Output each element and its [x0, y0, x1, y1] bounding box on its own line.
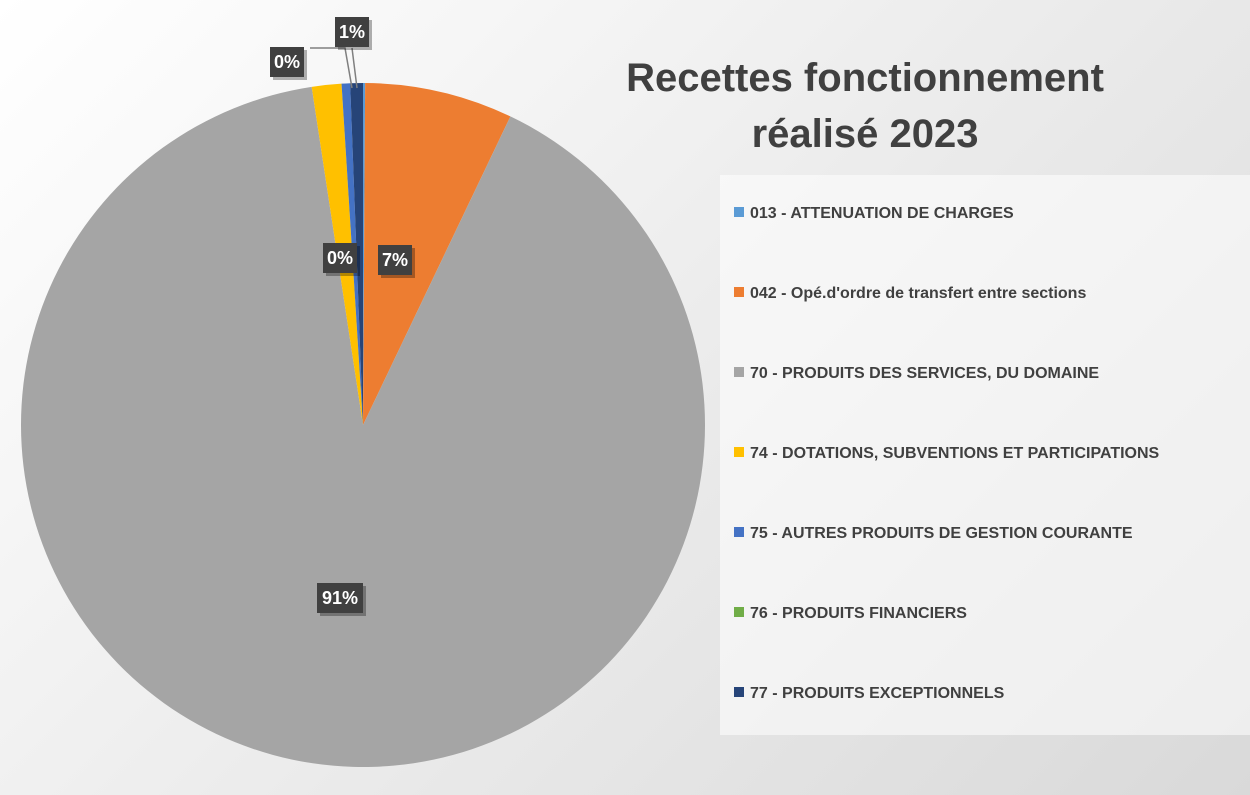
pie-slice: [363, 83, 366, 425]
legend-label: 74 - DOTATIONS, SUBVENTIONS ET PARTICIPA…: [750, 445, 1160, 462]
legend-label: 70 - PRODUITS DES SERVICES, DU DOMAINE: [750, 365, 1100, 382]
legend-swatch: [734, 367, 744, 377]
pie-area: 0% 7% 91% 0% 1%: [20, 17, 705, 768]
legend-swatch: [734, 447, 744, 457]
legend-label: 75 - AUTRES PRODUITS DE GESTION COURANTE: [750, 525, 1133, 542]
legend-swatch: [734, 607, 744, 617]
legend-swatch: [734, 207, 744, 217]
leader-line: [351, 47, 358, 89]
legend-swatch: [734, 527, 744, 537]
data-label: 91%: [322, 588, 358, 608]
legend-item: 75 - AUTRES PRODUITS DE GESTION COURANTE: [734, 525, 1133, 543]
legend-item: 74 - DOTATIONS, SUBVENTIONS ET PARTICIPA…: [734, 445, 1159, 463]
data-label: 0%: [274, 52, 300, 72]
data-label-box: [335, 17, 369, 47]
legend: 013 - ATTENUATION DE CHARGES 042 - Opé.d'…: [720, 175, 1250, 735]
legend-item: 013 - ATTENUATION DE CHARGES: [734, 205, 1014, 223]
data-label-box: [323, 243, 357, 273]
pie-slice: [20, 86, 705, 768]
leader-line: [310, 47, 353, 89]
data-label: 0%: [327, 248, 353, 268]
data-label-box: [378, 245, 412, 275]
chart-title: Recettes fonctionnement réalisé 2023: [626, 56, 1104, 156]
legend-label: 042 - Opé.d'ordre de transfert entre sec…: [750, 285, 1087, 302]
legend-item: 042 - Opé.d'ordre de transfert entre sec…: [734, 285, 1086, 303]
data-label: 7%: [382, 250, 408, 270]
data-label-box: [270, 47, 304, 77]
legend-swatch: [734, 687, 744, 697]
data-label-box: [317, 583, 363, 613]
legend-label: 013 - ATTENUATION DE CHARGES: [750, 205, 1014, 222]
legend-label: 77 - PRODUITS EXCEPTIONNELS: [750, 685, 1005, 702]
legend-label: 76 - PRODUITS FINANCIERS: [750, 605, 967, 622]
legend-item: 76 - PRODUITS FINANCIERS: [734, 605, 967, 623]
pie-slice: [363, 83, 511, 425]
legend-item: 77 - PRODUITS EXCEPTIONNELS: [734, 685, 1004, 703]
data-label: 1%: [339, 22, 365, 42]
legend-swatch: [734, 287, 744, 297]
legend-item: 70 - PRODUITS DES SERVICES, DU DOMAINE: [734, 365, 1099, 383]
